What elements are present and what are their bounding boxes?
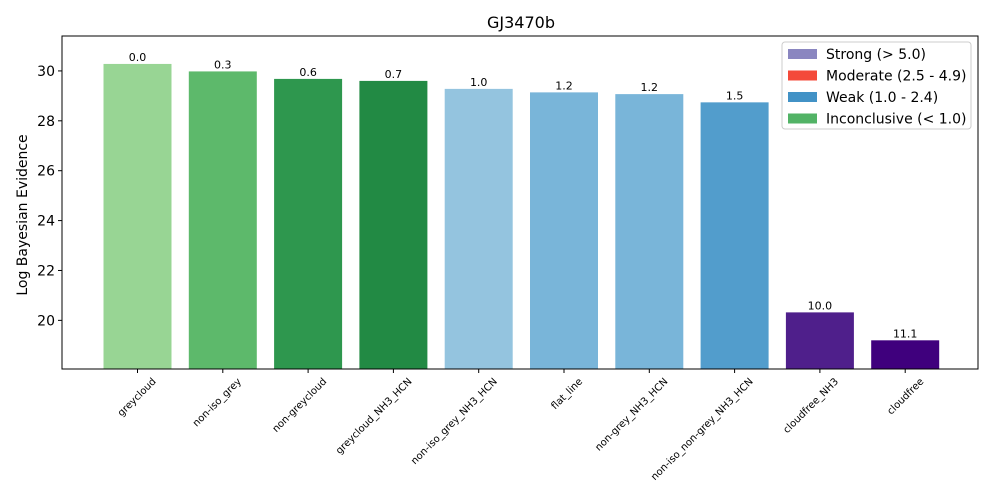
bar-value-label: 0.3 [214,58,232,71]
bar-cloudfree [871,340,940,369]
bar-non-iso_grey [188,71,257,369]
x-tick-label: non-iso_grey [191,376,244,429]
x-tick-label: greycloud_NH3_HCN [334,376,414,456]
y-tick-label: 26 [37,164,55,180]
legend-swatch [788,70,817,81]
plot-area-frame [61,35,979,370]
bar-greycloud [103,63,172,370]
bar-value-label: 1.0 [470,76,488,89]
bar-value-label: 1.5 [726,89,744,102]
legend-entry-label: Weak (1.0 - 2.4) [826,90,938,106]
legend-swatch [788,113,817,124]
x-tick-label: non-iso_grey_NH3_HCN [409,376,500,467]
bar-greycloud_NH3_HCN [359,80,428,370]
x-tick-label: cloudfree [885,376,926,417]
legend-swatch [788,92,817,102]
bar-value-label: 10.0 [808,299,833,312]
x-tick-label: greycloud [116,376,159,419]
bar-value-label: 0.6 [299,66,317,79]
x-tick-label: non-iso_non-grey_NH3_HCN [649,376,755,482]
y-tick-label: 30 [37,64,55,80]
bar-non-iso_grey_NH3_HCN [444,88,513,370]
legend-entry-label: Moderate (2.5 - 4.9) [826,69,966,85]
bar-cloudfree_NH3 [785,312,854,369]
y-tick-label: 28 [37,114,55,130]
x-tick-label: flat_line [549,376,585,412]
chart-title: GJ3470b [487,13,555,32]
y-tick-label: 22 [37,263,55,279]
bar-value-label: 0.7 [385,68,403,81]
legend: Strong (> 5.0) Moderate (2.5 - 4.9) Weak (… [781,41,972,130]
legend-box [781,41,972,130]
legend-entry-label: Inconclusive (< 1.0) [826,112,967,128]
bar-non-iso_non-grey_NH3_HCN [700,102,769,370]
x-tick-label: cloudfree_NH3 [782,376,842,436]
y-axis-ticks: 20 22 24 26 28 30 [37,64,62,329]
bar-labels-group: 0.0 0.3 0.6 0.7 1.0 1.2 1.2 1.5 10.0 11.1 [129,51,918,340]
x-axis-ticks: greycloud non-iso_grey non-greycloud greycl… [116,369,926,483]
legend-swatch [788,49,817,59]
x-tick-label: non-grey_NH3_HCN [593,376,670,453]
bars-group [103,63,940,370]
y-tick-label: 24 [37,214,55,230]
bar-non-grey_NH3_HCN [615,94,684,369]
bar-value-label: 11.1 [893,327,918,340]
legend-entry-label: Strong (> 5.0) [826,47,926,63]
y-axis-label: Log Bayesian Evidence [15,134,31,295]
bar-value-label: 1.2 [641,81,659,94]
bar-non-greycloud [274,78,343,369]
x-tick-label: non-greycloud [271,376,330,435]
bar-value-label: 1.2 [555,79,573,92]
y-tick-label: 20 [37,313,55,329]
bar-value-label: 0.0 [129,51,147,64]
bar-flat_line [530,92,598,369]
